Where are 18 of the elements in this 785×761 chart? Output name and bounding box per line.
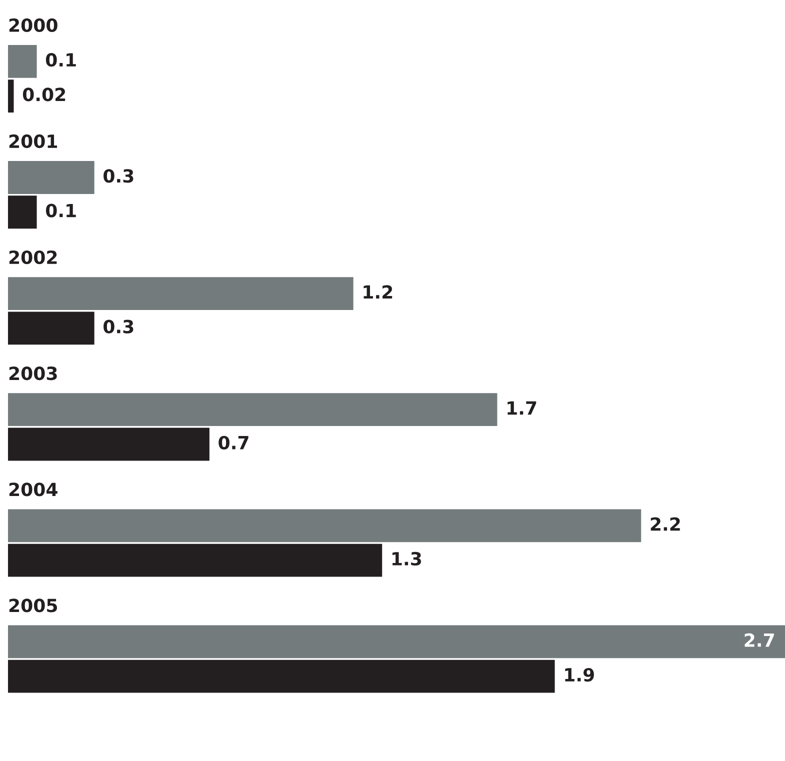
y-tick-label: 2005 xyxy=(9,598,57,612)
y-tick-label: 2003 xyxy=(9,366,57,380)
data-label: 2.2 xyxy=(650,517,680,531)
data-label: 2.7 xyxy=(744,633,774,647)
data-label: 0.1 xyxy=(46,204,76,218)
data-label: 0.3 xyxy=(104,320,134,334)
y-tick-label: 2004 xyxy=(9,482,58,496)
data-label: 0.3 xyxy=(104,169,134,183)
y-tick-label: 2000 xyxy=(9,18,58,32)
data-label: 1.9 xyxy=(565,668,594,682)
data-label: 1.3 xyxy=(392,552,421,566)
data-label: 0.1 xyxy=(46,53,76,67)
data-label: 1.7 xyxy=(508,401,536,415)
y-tick-label: 2002 xyxy=(9,250,57,264)
y-tick-label: 2001 xyxy=(9,134,58,148)
data-label: 0.02 xyxy=(22,88,66,102)
data-label: 0.7 xyxy=(218,436,248,450)
data-label: 1.2 xyxy=(364,285,392,299)
